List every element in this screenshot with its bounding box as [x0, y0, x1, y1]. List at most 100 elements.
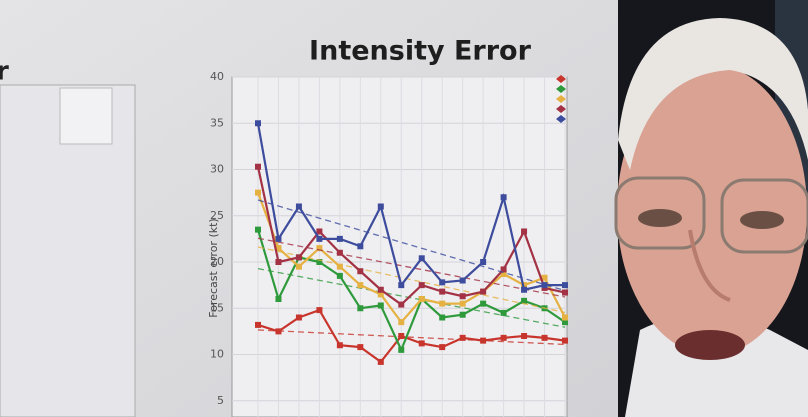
point	[377, 302, 384, 309]
nose	[688, 229, 731, 302]
point	[336, 263, 343, 270]
point	[439, 288, 446, 295]
point	[480, 288, 487, 295]
point	[459, 277, 466, 284]
point	[418, 296, 425, 302]
point	[295, 203, 302, 210]
point	[275, 328, 282, 335]
point	[255, 321, 261, 328]
point	[398, 301, 405, 308]
point	[377, 291, 384, 298]
point	[316, 307, 323, 314]
point	[541, 282, 548, 289]
trend-line	[257, 267, 566, 328]
y-tick-label: 30	[210, 163, 224, 176]
point	[562, 282, 568, 289]
point	[336, 235, 343, 242]
point	[336, 272, 343, 279]
y-tick-label: 15	[210, 301, 224, 314]
plot-area	[231, 76, 568, 417]
point	[357, 305, 364, 312]
series-line	[256, 123, 565, 292]
point	[541, 274, 548, 281]
point	[480, 337, 487, 344]
trend-line	[257, 237, 566, 298]
y-tick-label: 10	[210, 348, 224, 361]
point	[398, 282, 405, 289]
legend-marker	[556, 105, 566, 113]
point	[336, 249, 343, 256]
point	[418, 282, 425, 289]
point	[255, 120, 261, 127]
point	[398, 319, 405, 326]
point	[275, 245, 282, 252]
left-legend	[59, 87, 113, 145]
y-tick-label: 20	[210, 255, 224, 268]
point	[295, 254, 302, 261]
point	[255, 226, 261, 233]
point	[439, 314, 446, 321]
mouth	[675, 330, 745, 360]
point	[459, 300, 466, 307]
glasses-left	[614, 176, 706, 250]
point	[562, 337, 568, 344]
legend-marker	[556, 75, 566, 83]
point	[521, 333, 528, 339]
point	[521, 297, 528, 304]
series-line	[256, 192, 566, 324]
eye-left	[638, 209, 682, 227]
point	[275, 235, 282, 242]
legend-marker	[556, 115, 566, 123]
chart: 5 10 15 20 25 30 35 40	[210, 70, 568, 417]
y-tick-label: 35	[210, 116, 224, 129]
point	[295, 263, 302, 270]
point	[562, 319, 568, 326]
point	[500, 194, 507, 201]
point	[377, 203, 384, 210]
point	[439, 344, 446, 351]
point	[336, 342, 343, 349]
point	[562, 314, 568, 321]
trend-line	[257, 199, 566, 292]
point	[316, 259, 323, 265]
series-line	[256, 229, 566, 353]
point	[418, 340, 425, 347]
point	[439, 300, 446, 307]
point	[562, 289, 568, 296]
y-tick-label: 40	[210, 70, 224, 83]
series-line	[257, 308, 566, 364]
point	[439, 279, 446, 286]
point	[500, 266, 507, 273]
point	[480, 300, 487, 307]
point	[357, 268, 364, 275]
trend-line	[257, 329, 566, 346]
y-tick-label: 25	[210, 209, 224, 222]
legend-marker	[556, 85, 566, 93]
point	[521, 286, 528, 293]
point	[316, 245, 323, 252]
series-line	[256, 166, 566, 306]
point	[500, 334, 507, 341]
point	[480, 259, 487, 265]
glasses-right	[720, 178, 808, 254]
point	[459, 293, 466, 300]
point	[316, 228, 323, 235]
point	[357, 344, 364, 351]
point	[459, 334, 466, 341]
point	[398, 333, 405, 339]
point	[275, 259, 282, 265]
legend-marker	[556, 95, 566, 103]
point	[521, 228, 528, 235]
face	[617, 65, 807, 355]
point	[500, 309, 507, 316]
point	[295, 314, 302, 321]
point	[316, 235, 323, 242]
point	[377, 286, 384, 293]
point	[418, 255, 425, 262]
point	[500, 271, 507, 278]
point	[398, 346, 405, 353]
point	[459, 311, 466, 318]
chart-title: Intensity Error	[309, 36, 532, 67]
eye-right	[740, 211, 784, 229]
